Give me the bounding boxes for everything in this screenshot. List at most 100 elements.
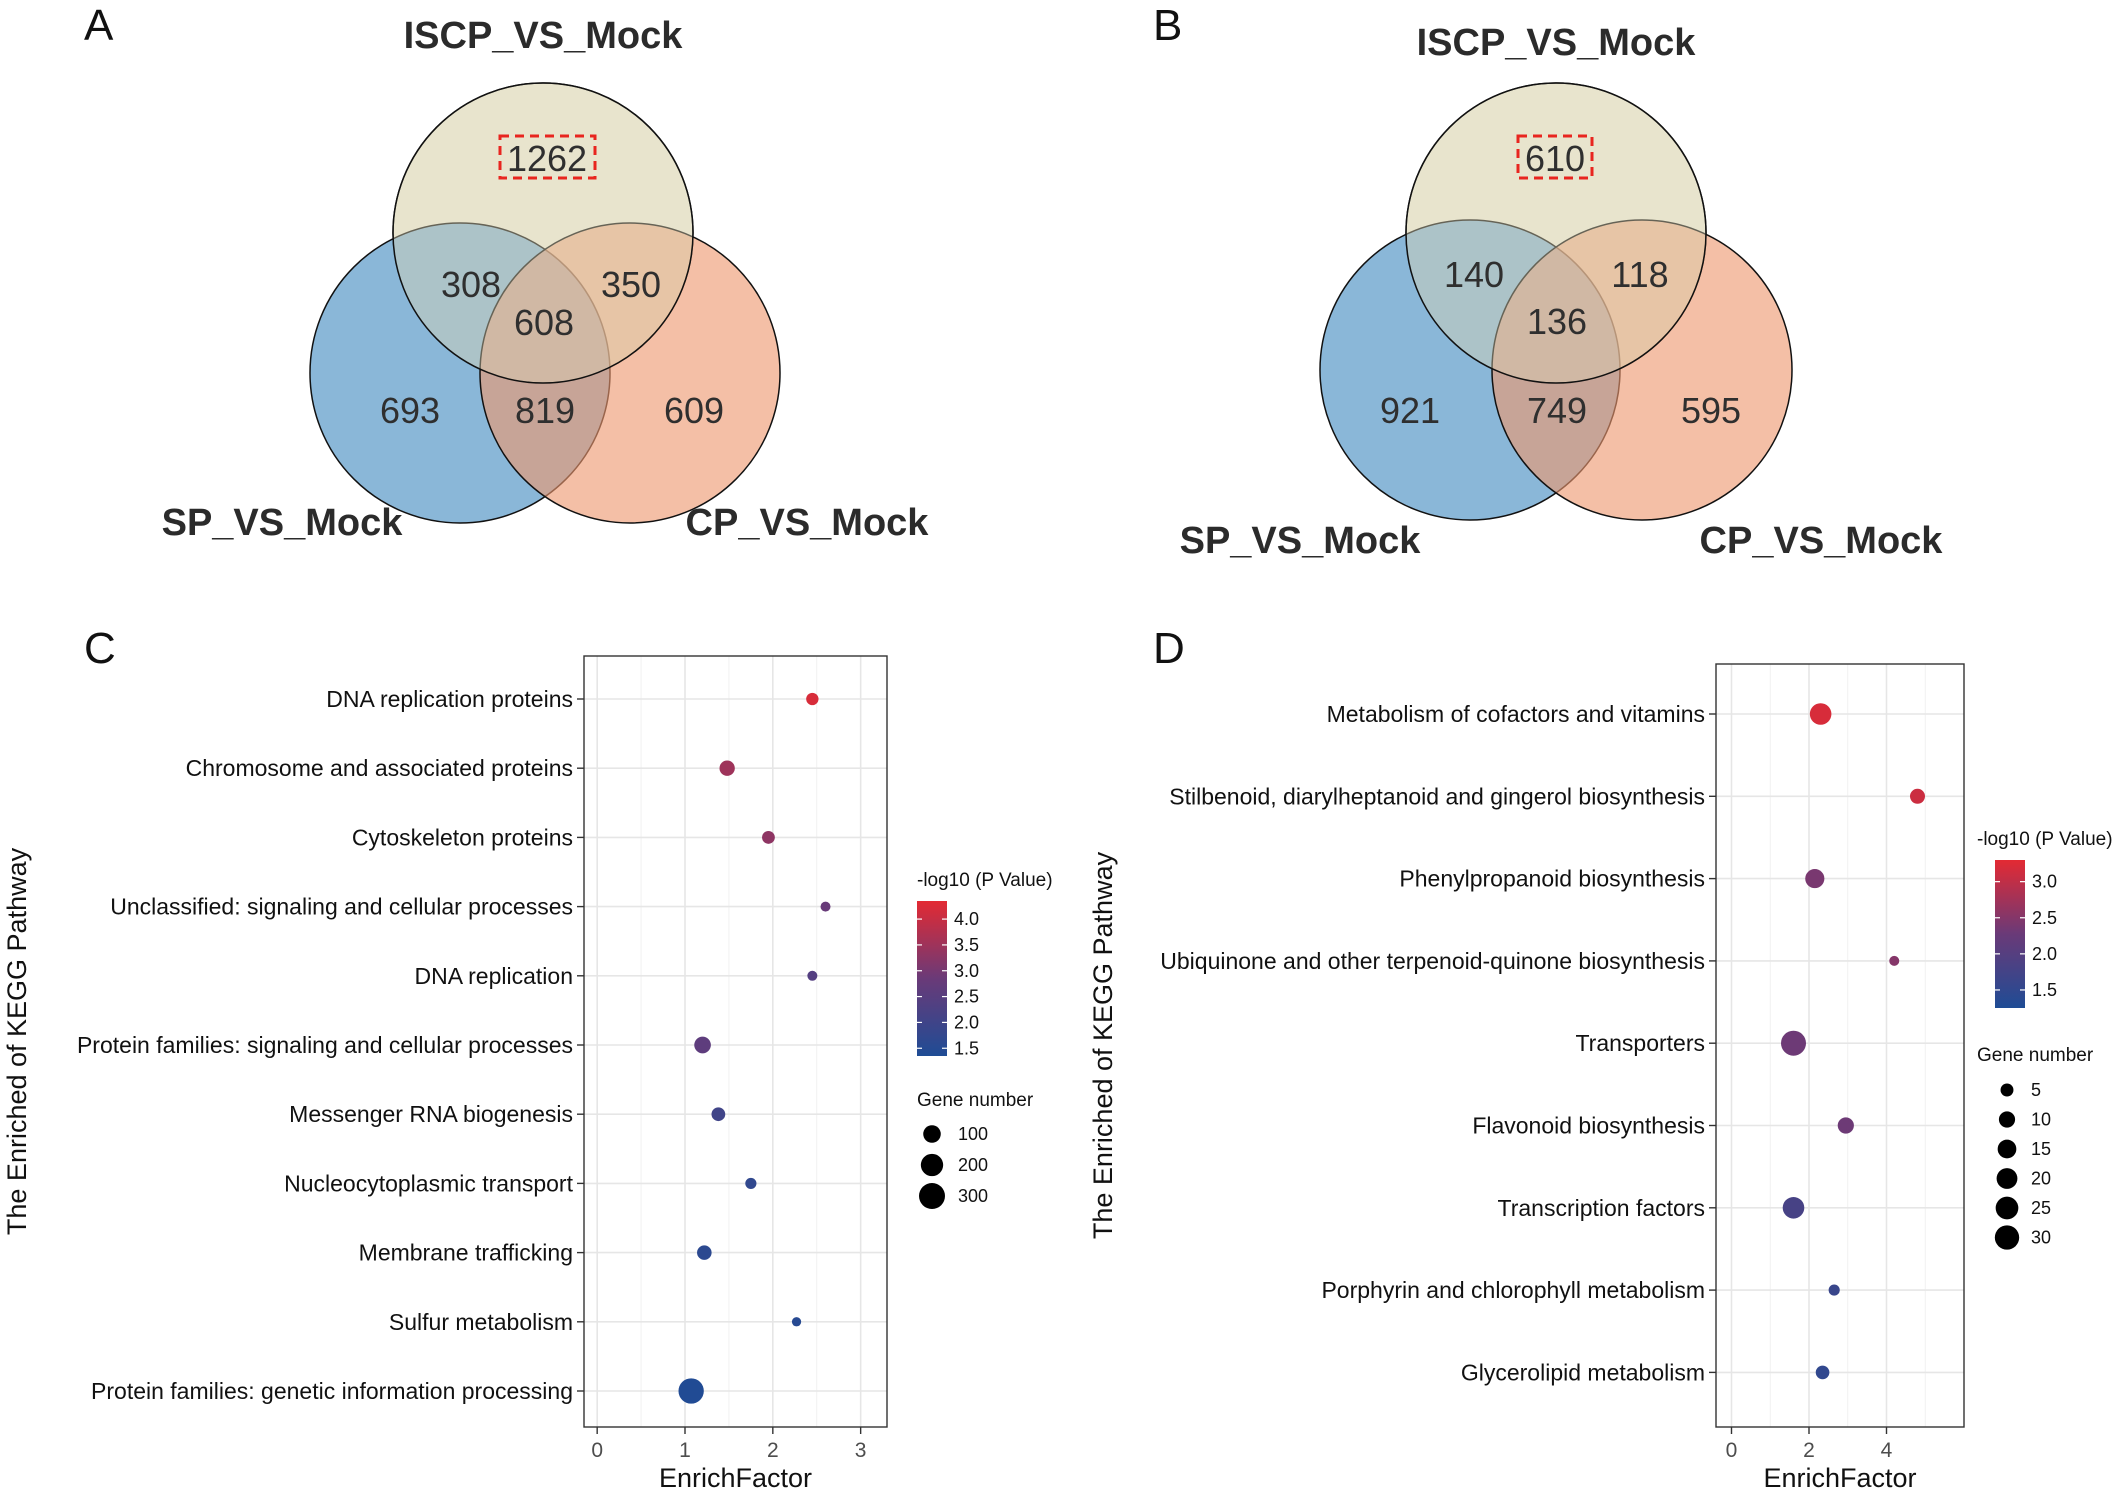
size-legend-title: Gene number (917, 1090, 1034, 1111)
color-legend-label: 1.5 (2032, 980, 2057, 1000)
venn-a-cp-only: 609 (664, 390, 724, 431)
category-label: Protein families: genetic information pr… (91, 1378, 573, 1404)
color-legend-bar (917, 901, 947, 1056)
data-point (807, 970, 818, 981)
size-legend-label: 10 (2031, 1110, 2051, 1130)
x-tick-label: 1 (679, 1439, 691, 1462)
panel-letter-b: B (1153, 1, 1182, 50)
venn-b-title-iscp: ISCP_VS_Mock (1417, 22, 1697, 64)
category-label: Metabolism of cofactors and vitamins (1327, 701, 1705, 727)
venn-b-sp-only: 921 (1380, 390, 1440, 431)
category-label: Transcription factors (1498, 1195, 1706, 1221)
data-point (1910, 788, 1925, 804)
venn-b-sp-cp: 749 (1527, 390, 1587, 431)
data-point (719, 760, 735, 776)
data-point (820, 901, 831, 912)
size-legend-label: 5 (2031, 1080, 2041, 1100)
venn-a-highlight-box (498, 134, 597, 180)
size-legend-label: 100 (958, 1124, 988, 1144)
data-point (762, 830, 775, 844)
size-legend-dot (1997, 1139, 2017, 1159)
category-label: DNA replication (414, 963, 573, 989)
size-legend-label: 15 (2031, 1139, 2051, 1159)
size-legend-dot (1995, 1196, 2019, 1220)
panel-letter-a: A (84, 1, 114, 50)
x-tick-label: 2 (1803, 1439, 1815, 1462)
category-label: Messenger RNA biogenesis (289, 1101, 573, 1127)
venn-b-highlight-box (1516, 134, 1594, 180)
data-point (1889, 955, 1900, 966)
venn-a-sp-cp: 819 (515, 390, 575, 431)
size-legend-dot (920, 1153, 944, 1177)
color-legend-label: 3.0 (2032, 872, 2057, 892)
data-point (1809, 703, 1832, 725)
venn-b-title-sp: SP_VS_Mock (1180, 520, 1422, 562)
data-point (1828, 1284, 1840, 1296)
dotplot-d: Metabolism of cofactors and vitamins Stil… (1088, 663, 2113, 1489)
panel-letter-c: C (84, 624, 116, 673)
venn-a-iscp-only: 1262 (507, 138, 587, 179)
size-legend-dot (923, 1125, 941, 1143)
size-legend-dot (919, 1183, 945, 1209)
venn-a-iscp-overlay (392, 82, 694, 384)
venn-a-cp-circle (479, 222, 781, 524)
panel-c: C DNA replication proteins Chromosome and… (2, 624, 1053, 1489)
data-point (1781, 1030, 1806, 1056)
data-point (1837, 1117, 1854, 1134)
venn-a-sp-only: 693 (380, 390, 440, 431)
color-legend-label: 2.0 (954, 1012, 979, 1032)
data-point (1782, 1197, 1805, 1219)
venn-b-all: 136 (1527, 301, 1587, 342)
data-point (745, 1177, 757, 1189)
size-legend-dot (1996, 1168, 2018, 1189)
category-label: Ubiquinone and other terpenoid-quinone b… (1160, 948, 1705, 974)
category-label: Stilbenoid, diarylheptanoid and gingerol… (1169, 783, 1705, 809)
y-axis-title: The Enriched of KEGG Pathway (2, 847, 32, 1235)
color-legend-title: -log10 (P Value) (917, 870, 1053, 891)
venn-b-iscp-overlay (1405, 82, 1707, 384)
plot-border (583, 655, 888, 1428)
color-legend-bar (1995, 860, 2025, 1008)
venn-a-title-cp: CP_VS_Mock (686, 502, 930, 544)
dotplot-c: DNA replication proteins Chromosome and a… (2, 655, 1053, 1489)
category-label: DNA replication proteins (326, 686, 573, 712)
size-legend-title: Gene number (1977, 1045, 2094, 1066)
size-legend-dot (2000, 1083, 2014, 1097)
category-label: Cytoskeleton proteins (352, 824, 573, 850)
plot-background (584, 656, 887, 1427)
panel-letter-d: D (1153, 624, 1185, 673)
venn-a-iscp-cp: 350 (601, 264, 661, 305)
venn-b-iscp-only: 610 (1525, 138, 1585, 179)
venn-b-cp-circle (1491, 219, 1793, 521)
category-label: Protein families: signaling and cellular… (77, 1032, 573, 1058)
x-tick-label: 0 (1726, 1439, 1738, 1462)
venn-a-all: 608 (514, 302, 574, 343)
panel-a: A ISCP_VS_Mock SP_VS_Mock CP_VS_Mock 126… (84, 1, 929, 544)
data-point (806, 692, 819, 706)
size-legend-label: 200 (958, 1155, 988, 1175)
panel-d: D Metabolism of cofactors and vitamins St… (1088, 624, 2113, 1489)
data-point (791, 1317, 802, 1327)
data-point (697, 1245, 712, 1260)
color-legend-label: 3.5 (954, 935, 979, 955)
data-point (1815, 1365, 1830, 1380)
category-label: Phenylpropanoid biosynthesis (1399, 866, 1705, 892)
color-legend-title: -log10 (P Value) (1977, 829, 2113, 850)
data-point (711, 1107, 726, 1122)
venn-a-title-iscp: ISCP_VS_Mock (404, 15, 684, 57)
color-legend-label: 3.0 (954, 961, 979, 981)
category-label: Chromosome and associated proteins (186, 755, 573, 781)
panel-b: B ISCP_VS_Mock SP_VS_Mock CP_VS_Mock 610… (1153, 1, 1943, 562)
data-point (678, 1378, 704, 1404)
size-legend-label: 20 (2031, 1169, 2051, 1189)
category-label: Unclassified: signaling and cellular pro… (110, 894, 573, 920)
color-legend-label: 2.5 (2032, 908, 2057, 928)
size-legend-label: 300 (958, 1186, 988, 1206)
venn-b-title-cp: CP_VS_Mock (1700, 520, 1944, 562)
venn-a-iscp-sp: 308 (441, 264, 501, 305)
category-label: Nucleocytoplasmic transport (284, 1170, 574, 1196)
x-axis-title: EnrichFactor (659, 1463, 812, 1489)
color-legend-label: 2.0 (2032, 944, 2057, 964)
data-point (1805, 869, 1825, 889)
